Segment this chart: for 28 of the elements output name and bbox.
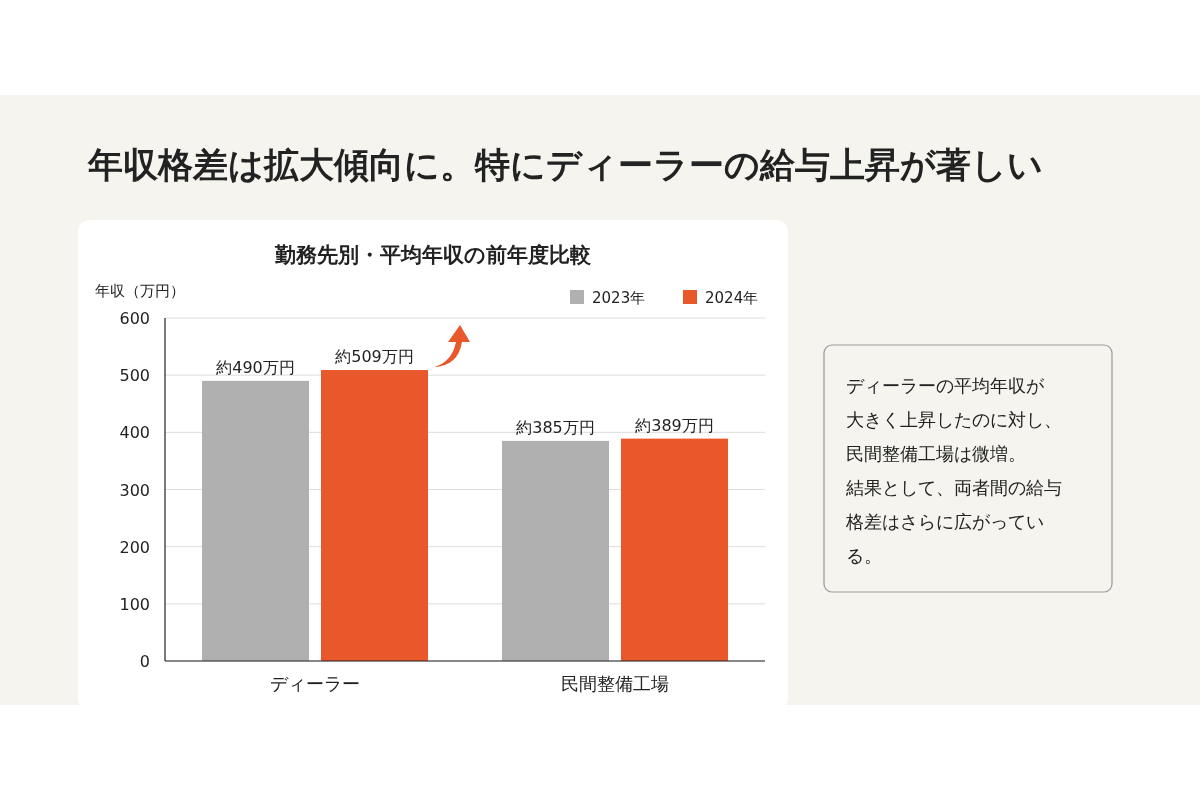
bar (621, 438, 728, 661)
bar (321, 370, 428, 661)
y-tick-label: 600 (119, 309, 150, 328)
chart-subtitle: 勤務先別・平均年収の前年度比較 (274, 243, 592, 267)
y-tick-label: 400 (119, 423, 150, 443)
bar (502, 440, 609, 661)
legend-label: 2024年 (705, 289, 759, 307)
text: 結果として、両者間の給与 (845, 477, 1062, 498)
text: る。 (846, 545, 882, 566)
data-label: 約385万円 (516, 417, 595, 437)
x-tick-label: 民間整備工場 (561, 673, 669, 694)
text: 格差はさらに広がってい (845, 511, 1044, 532)
legend-label: 2023年 (592, 289, 646, 307)
chart-title: 年収格差は拡大傾向に。特にディーラーの給与上昇が著しい (87, 145, 1043, 185)
data-label: 約509万円 (335, 347, 414, 367)
text: ディーラーの平均年収が (846, 375, 1045, 396)
y-tick-label: 0 (139, 652, 150, 671)
x-tick-label: ディーラー (270, 673, 360, 694)
text: 大きく上昇したのに対し、 (846, 409, 1062, 430)
y-tick-label: 100 (119, 594, 150, 614)
y-axis-title: 年収（万円） (95, 282, 185, 300)
y-tick-label: 200 (119, 537, 150, 557)
data-label: 約389万円 (635, 415, 714, 435)
data-label: 約490万円 (216, 357, 295, 377)
text: 民間整備工場は微増。 (846, 443, 1026, 464)
bar (202, 380, 309, 661)
y-tick-label: 300 (119, 480, 150, 500)
y-tick-label: 500 (119, 366, 150, 386)
